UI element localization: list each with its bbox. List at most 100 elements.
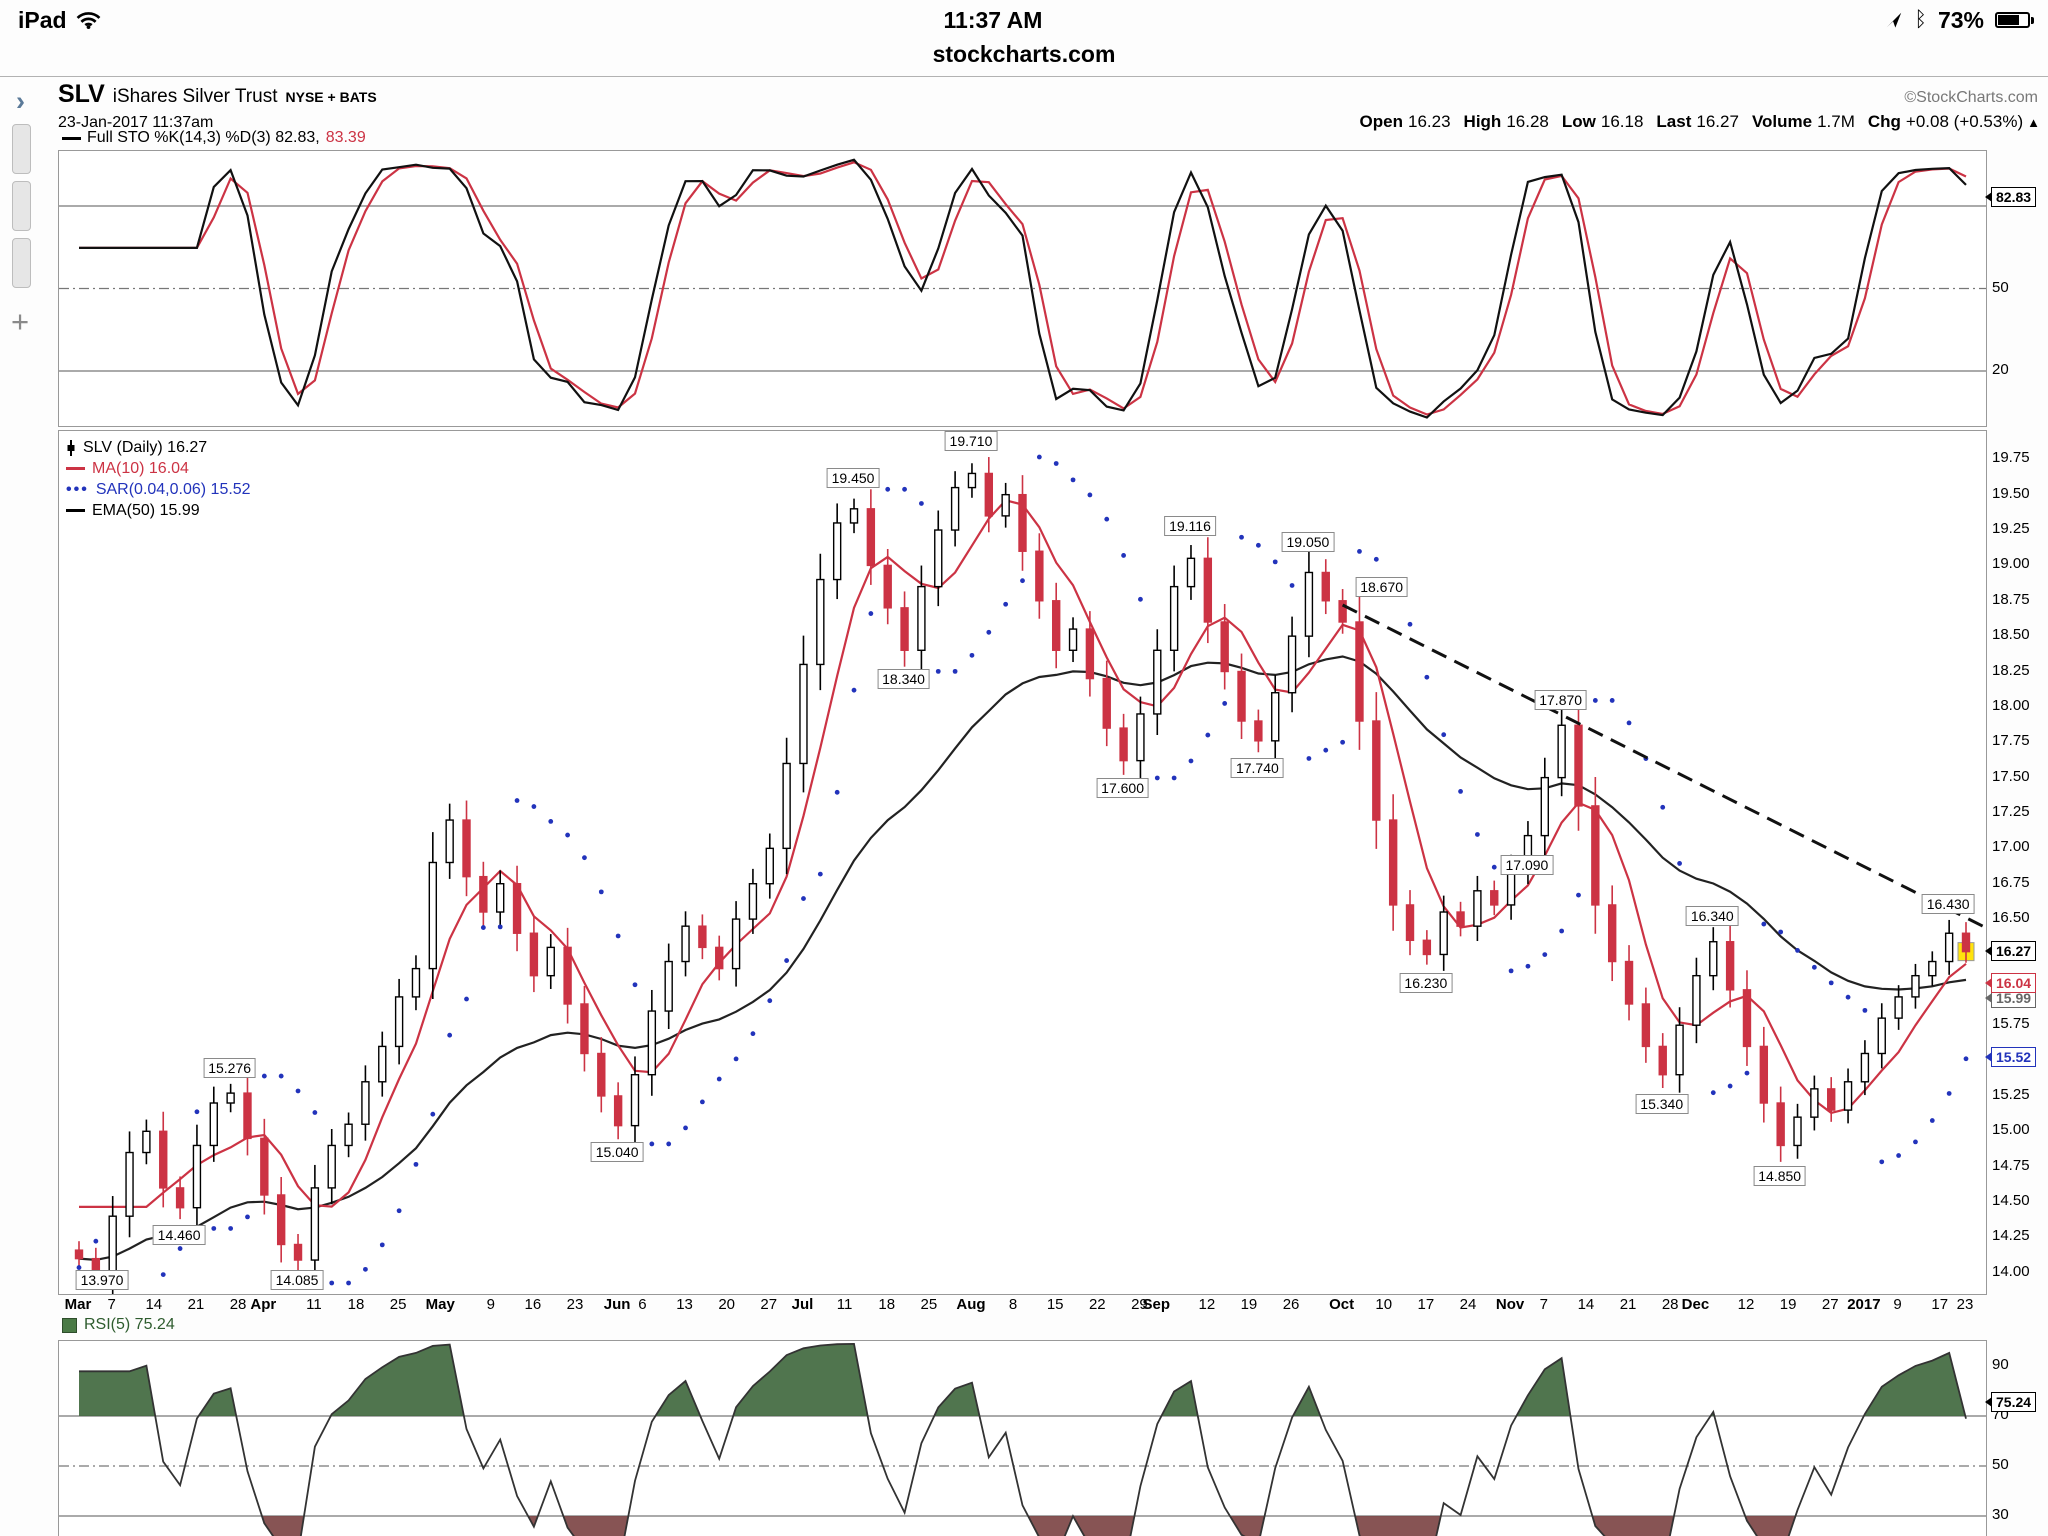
y-axis-label: 15.25 [1992,1085,2030,1103]
stockcharts-credit-link[interactable]: ©StockCharts.com [1904,89,2038,106]
quote-label: Low [1561,112,1596,131]
legend-row: ••• SAR(0.04,0.06) 15.52 [66,479,251,500]
rsi-swatch [62,1317,77,1333]
x-axis-label: 28 [229,1296,247,1313]
x-axis-label: 16 [524,1296,542,1313]
legend-text: EMA(50) 15.99 [92,501,200,519]
stochastic-badge: 82.83 [1984,187,2037,208]
exchange: NYSE + BATS [285,89,377,105]
x-axis-label: Apr [250,1296,277,1313]
x-axis-label: 13 [676,1296,693,1313]
scroll-handle[interactable] [12,181,31,231]
legend-text: SLV (Daily) 16.27 [83,438,208,456]
y-axis-label: 16.75 [1992,873,2030,891]
quote-line: Open 16.23 High 16.28 Low 16.18 Last 16.27 Volum… [1347,112,2040,132]
price-badge: 15.99 [1984,988,2037,1009]
price-badge: 16.04 [1984,973,2037,994]
x-axis-label: 10 [1375,1296,1393,1313]
x-axis-label: 12 [1198,1296,1216,1313]
rsi-badge: 75.24 [1984,1391,2037,1412]
x-axis-label: Mar [64,1296,92,1313]
quote-label: Chg [1867,112,1901,131]
x-axis-label: 14 [145,1296,163,1313]
x-axis-label: 15 [1046,1296,1064,1313]
x-axis-label: 20 [718,1296,735,1313]
clock: 11:37 AM [943,6,1043,33]
site-title: stockcharts.com [932,41,1116,67]
wifi-icon [76,12,100,29]
scroll-handle[interactable] [12,124,31,174]
legend-row: MA(10) 16.04 [66,458,251,479]
legend-text: MA(10) 16.04 [92,459,189,477]
x-axis-label: 2017 [1847,1296,1881,1313]
x-axis-label: 18 [878,1296,896,1313]
line-icon [66,467,85,470]
x-axis-label: 17 [1417,1296,1435,1313]
battery-icon [1994,12,2034,28]
chart-header: SLV iShares Silver Trust NYSE + BATS ©St… [58,80,2038,109]
quote-value: 16.28 [1506,112,1549,131]
chart-datetime: 23-Jan-2017 11:37am [58,114,214,131]
x-axis-label: 12 [1737,1296,1755,1313]
x-axis-label: 29 [1131,1296,1148,1313]
change-up-arrow: ▲ [2027,115,2040,130]
price-badge: 16.27 [1984,940,2037,961]
x-axis-label: 17 [1931,1296,1949,1313]
y-axis-label: 20 [1992,361,2009,378]
quote-value: 16.18 [1600,112,1644,131]
x-axis-label: 6 [638,1296,647,1313]
x-axis-label: 8 [1008,1296,1018,1313]
symbol-name: iShares Silver Trust [112,86,278,107]
legend-text: SAR(0.04,0.06) 15.52 [95,480,251,498]
divider [0,76,2048,77]
stochastic-legend: Full STO %K(14,3) %D(3) 82.83, 83.39 [62,129,366,147]
quote-value: 1.7M [1817,112,1855,131]
candlestick-icon [67,439,75,456]
x-axis-label: Oct [1329,1296,1355,1313]
scroll-handle[interactable] [12,238,31,288]
y-axis-label: 18.25 [1992,661,2030,679]
quote-value: +0.08 (+0.53%) [1905,112,2024,131]
zoom-plus-button[interactable]: + [11,304,30,339]
line-icon [66,509,85,512]
quote-label: Open [1359,112,1403,131]
x-axis: Mar 7 14 21 28 Apr 11 18 25 May 9 16 23 Jun 6 13 20 27 Jul… [58,1296,1985,1316]
x-axis-label: 27 [1821,1296,1839,1313]
y-axis-label: 14.50 [1992,1192,2030,1210]
x-axis-label: 7 [107,1296,116,1313]
x-axis-label: 18 [347,1296,365,1313]
dots-icon: ••• [66,480,89,498]
quote-value: 16.27 [1696,112,1739,131]
x-axis-label: 11 [306,1296,322,1313]
y-axis-label: 16.50 [1992,909,2030,927]
x-axis-label: Sep [1142,1296,1171,1313]
location-icon [1887,12,1902,28]
x-axis-label: 19 [1240,1296,1258,1313]
x-axis-label: Aug [956,1296,986,1313]
bluetooth-icon: ᛒ [1914,8,1927,31]
rsi-legend: RSI(5) 75.24 [62,1316,175,1334]
x-axis-label: 26 [1282,1296,1300,1313]
x-axis-label: Jul [791,1296,814,1313]
side-rail: › + [0,84,54,340]
y-axis-label: 19.50 [1992,484,2030,502]
y-axis-label: 15.00 [1992,1121,2030,1139]
y-axis-label: 90 [1992,1356,2009,1373]
quote-row: 23-Jan-2017 11:37am Open 16.23 High 16.28 Lo… [58,112,2040,132]
x-axis-label: 7 [1539,1296,1548,1313]
x-axis-label: 14 [1577,1296,1595,1313]
y-axis-label: 17.25 [1992,802,2030,820]
y-axis-label: 15.75 [1992,1015,2030,1033]
y-axis-label: 17.50 [1992,767,2030,785]
y-axis-label: 14.25 [1992,1227,2030,1245]
x-axis-label: 23 [1956,1296,1974,1313]
y-axis-label: 17.75 [1992,732,2030,750]
device-label: iPad [18,6,67,33]
x-axis-label: 21 [1619,1296,1637,1313]
battery-percent: 73% [1937,6,1984,33]
x-axis-label: 23 [566,1296,584,1313]
symbol: SLV [58,80,105,108]
y-axis-label: 14.75 [1992,1156,2030,1174]
sidebar-expand-chevron[interactable]: › [16,86,25,116]
